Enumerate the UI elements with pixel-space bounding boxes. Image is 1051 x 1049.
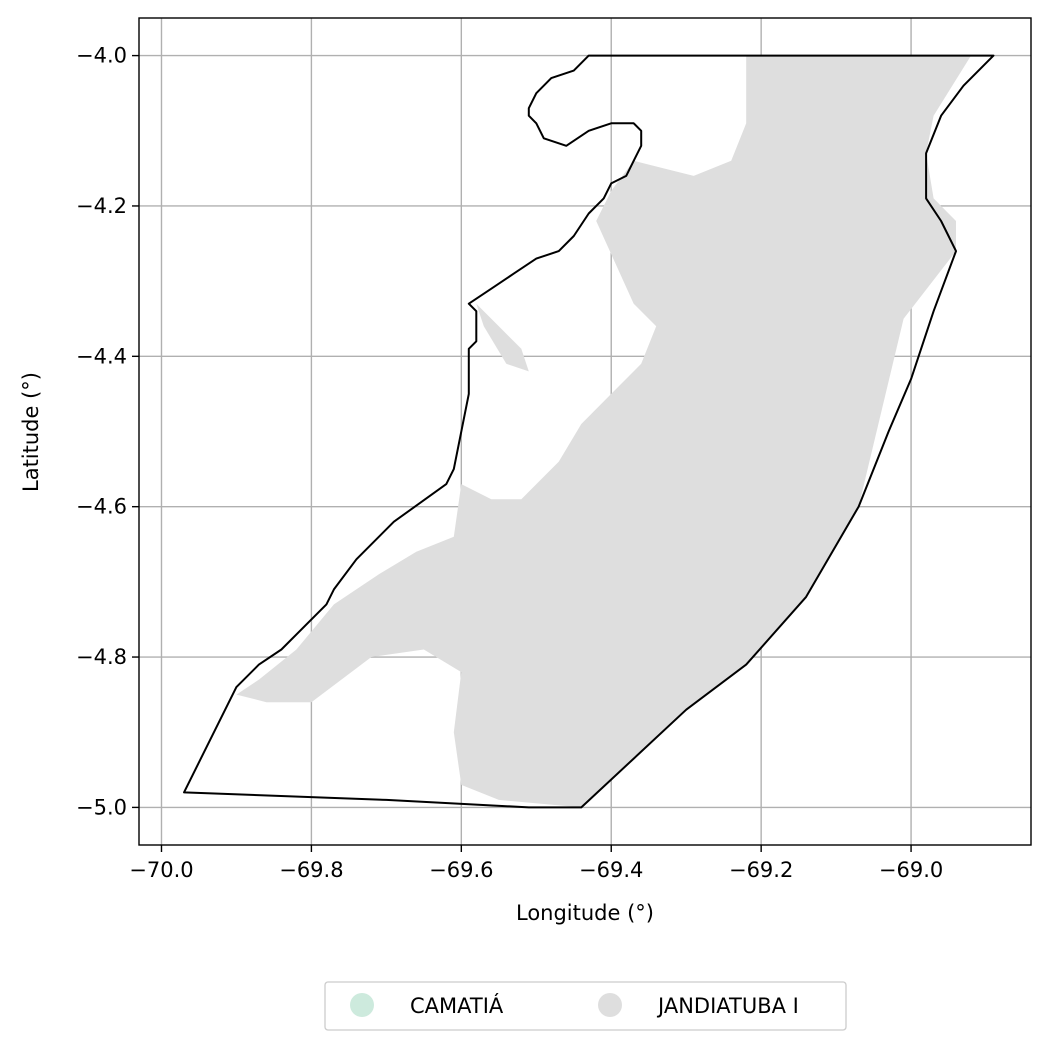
x-tick-label: −69.6: [429, 858, 493, 882]
y-tick-label: −4.4: [76, 344, 127, 368]
x-tick-label: −70.0: [129, 858, 193, 882]
y-tick-label: −4.2: [76, 194, 127, 218]
jandiatuba-area: [476, 303, 529, 372]
y-axis-label: Latitude (°): [19, 372, 43, 492]
y-tick-label: −4.8: [76, 645, 127, 669]
y-tick-label: −4.6: [76, 495, 127, 519]
x-tick-label: −69.0: [879, 858, 943, 882]
legend-marker: [350, 993, 374, 1017]
plot-frame: [138, 17, 1032, 846]
legend-marker: [598, 993, 622, 1017]
legend: CAMATIÁ JANDIATUBA I: [324, 981, 847, 1031]
x-tick-label: −69.4: [579, 858, 643, 882]
y-tick-label: −4.0: [76, 44, 127, 68]
x-axis-label: Longitude (°): [516, 901, 654, 925]
x-tick-label: −69.8: [279, 858, 343, 882]
legend-label: CAMATIÁ: [410, 993, 504, 1018]
camatia-boundary: [183, 54, 995, 809]
y-tick-label: −5.0: [76, 795, 127, 819]
x-tick-label: −69.2: [729, 858, 793, 882]
legend-frame: [324, 981, 847, 1031]
axis-ticks: −70.0 −69.8 −69.6 −69.4 −69.2 −69.0 −4.0 −4.2 −4…: [76, 44, 943, 882]
legend-label: JANDIATUBA I: [656, 994, 799, 1018]
map-layers: [183, 54, 995, 809]
jandiatuba-area: [236, 55, 971, 808]
